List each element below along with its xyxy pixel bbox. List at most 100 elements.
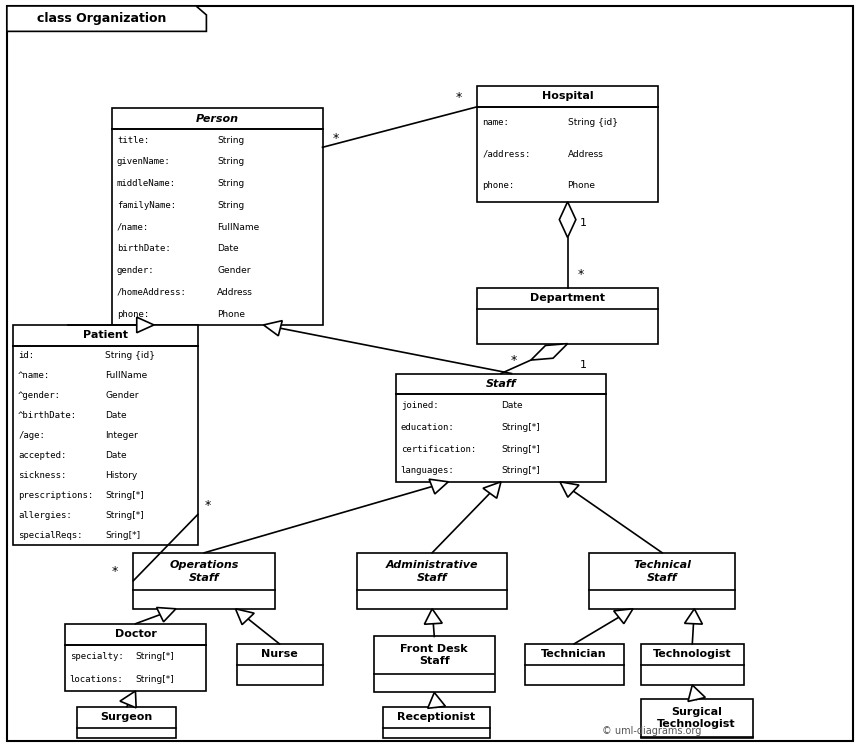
Text: *: * xyxy=(455,91,462,105)
Text: Person: Person xyxy=(196,114,239,124)
Text: Address: Address xyxy=(568,149,604,159)
Text: Technical
Staff: Technical Staff xyxy=(633,560,691,583)
Text: gender:: gender: xyxy=(117,266,155,275)
Text: Doctor: Doctor xyxy=(114,629,157,639)
Bar xyxy=(133,553,275,609)
Text: Sring[*]: Sring[*] xyxy=(105,531,140,540)
Text: Phone: Phone xyxy=(217,309,245,318)
Text: String: String xyxy=(217,136,244,145)
Text: Department: Department xyxy=(530,293,605,303)
Bar xyxy=(77,707,176,738)
Text: Staff: Staff xyxy=(486,379,516,389)
Bar xyxy=(374,636,494,692)
Text: String[*]: String[*] xyxy=(501,444,540,453)
Text: Patient: Patient xyxy=(83,330,128,341)
Text: *: * xyxy=(205,499,212,512)
Text: *: * xyxy=(111,565,118,578)
Polygon shape xyxy=(137,317,154,332)
Text: String: String xyxy=(217,179,244,188)
Polygon shape xyxy=(424,609,442,624)
Text: ^name:: ^name: xyxy=(18,371,50,380)
Text: /homeAddress:: /homeAddress: xyxy=(117,288,187,297)
Bar xyxy=(589,553,735,609)
Text: phone:: phone: xyxy=(482,182,514,190)
Text: Hospital: Hospital xyxy=(542,91,593,102)
Polygon shape xyxy=(7,6,206,31)
Text: FullName: FullName xyxy=(217,223,260,232)
Text: *: * xyxy=(511,353,517,367)
Text: Phone: Phone xyxy=(568,182,596,190)
Text: Integer: Integer xyxy=(105,431,138,440)
Polygon shape xyxy=(483,482,501,498)
Text: ^gender:: ^gender: xyxy=(18,391,61,400)
Text: Surgeon: Surgeon xyxy=(101,712,153,722)
Text: String: String xyxy=(217,201,244,210)
Text: locations:: locations: xyxy=(70,675,124,684)
Text: *: * xyxy=(577,267,584,281)
Polygon shape xyxy=(429,479,448,494)
Text: History: History xyxy=(105,471,138,480)
Text: Administrative
Staff: Administrative Staff xyxy=(386,560,478,583)
Text: String {id}: String {id} xyxy=(568,118,617,127)
Text: Front Desk
Staff: Front Desk Staff xyxy=(401,644,468,666)
Text: accepted:: accepted: xyxy=(18,451,66,460)
Text: Date: Date xyxy=(501,401,523,410)
Polygon shape xyxy=(427,692,445,708)
Bar xyxy=(525,644,624,685)
Text: *: * xyxy=(332,131,339,145)
Polygon shape xyxy=(157,607,176,622)
Text: Technician: Technician xyxy=(541,649,607,660)
Text: education:: education: xyxy=(401,423,455,432)
Text: /age:: /age: xyxy=(18,431,45,440)
Text: String[*]: String[*] xyxy=(105,491,144,500)
Text: ^birthDate:: ^birthDate: xyxy=(18,411,77,420)
Text: phone:: phone: xyxy=(117,309,150,318)
Text: FullName: FullName xyxy=(105,371,148,380)
Text: Technologist: Technologist xyxy=(653,649,732,660)
Bar xyxy=(357,553,507,609)
Text: joined:: joined: xyxy=(401,401,439,410)
Text: String[*]: String[*] xyxy=(501,466,540,475)
Bar xyxy=(477,86,658,202)
Text: class Organization: class Organization xyxy=(37,12,166,25)
Text: © uml-diagrams.org: © uml-diagrams.org xyxy=(602,725,702,736)
Polygon shape xyxy=(685,609,703,624)
Polygon shape xyxy=(559,202,576,238)
Bar xyxy=(383,707,490,738)
Text: Gender: Gender xyxy=(217,266,250,275)
Text: allergies:: allergies: xyxy=(18,511,72,520)
Text: String[*]: String[*] xyxy=(135,651,175,661)
Text: sickness:: sickness: xyxy=(18,471,66,480)
Text: /name:: /name: xyxy=(117,223,150,232)
Text: String[*]: String[*] xyxy=(105,511,144,520)
Polygon shape xyxy=(531,344,568,360)
Polygon shape xyxy=(263,320,282,336)
Text: Address: Address xyxy=(217,288,253,297)
Bar xyxy=(477,288,658,344)
Text: birthDate:: birthDate: xyxy=(117,244,170,253)
Polygon shape xyxy=(614,609,633,624)
Text: 1: 1 xyxy=(580,359,587,370)
Text: Surgical
Technologist: Surgical Technologist xyxy=(657,707,736,729)
Polygon shape xyxy=(560,482,579,498)
Text: specialReqs:: specialReqs: xyxy=(18,531,83,540)
Bar xyxy=(112,108,322,325)
Bar xyxy=(13,325,198,545)
Text: id:: id: xyxy=(18,351,34,360)
Text: Receptionist: Receptionist xyxy=(397,712,476,722)
Text: /address:: /address: xyxy=(482,149,531,159)
Bar xyxy=(641,644,744,685)
Text: String[*]: String[*] xyxy=(501,423,540,432)
Text: Operations
Staff: Operations Staff xyxy=(169,560,239,583)
Text: Gender: Gender xyxy=(105,391,138,400)
Text: certification:: certification: xyxy=(401,444,476,453)
Bar xyxy=(641,699,752,738)
Polygon shape xyxy=(236,609,255,624)
Text: givenName:: givenName: xyxy=(117,158,170,167)
Text: name:: name: xyxy=(482,118,509,127)
Text: Date: Date xyxy=(105,411,127,420)
Text: Date: Date xyxy=(105,451,127,460)
Polygon shape xyxy=(688,685,705,701)
Text: specialty:: specialty: xyxy=(70,651,124,661)
Bar xyxy=(64,624,206,691)
